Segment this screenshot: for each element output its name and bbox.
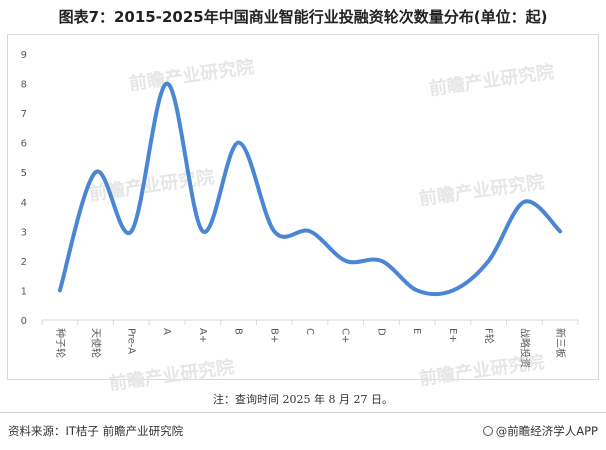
y-tick-label: 2	[21, 257, 27, 268]
y-tick-label: 4	[21, 198, 27, 209]
x-tick-label: 战略投资	[518, 328, 531, 368]
y-tick-label: 7	[21, 109, 27, 120]
watermark-text: 前瞻产业研究院	[428, 61, 556, 100]
x-tick-label: A+	[197, 328, 208, 343]
x-tick-label: F轮	[483, 328, 496, 344]
x-tick-label: 天使轮	[90, 328, 103, 358]
x-tick-label: 种子轮	[54, 328, 67, 358]
y-tick-label: 3	[21, 227, 27, 238]
x-tick-label: C+	[340, 328, 351, 343]
watermark-text: 前瞻产业研究院	[418, 171, 546, 210]
x-tick-label: B	[233, 328, 244, 335]
x-tick-label: Pre-A	[125, 328, 136, 354]
brand-text: @前瞻经济学人APP	[495, 424, 598, 438]
x-tick-label: C	[304, 328, 315, 335]
y-tick-label: 8	[21, 80, 27, 91]
x-tick-label: B+	[268, 328, 279, 343]
y-tick-label: 9	[21, 50, 27, 61]
watermark-text: 前瞻产业研究院	[128, 56, 256, 95]
x-tick-label: A	[161, 328, 172, 335]
x-tick-label: 新三板	[554, 328, 567, 358]
source-text: 资料来源：IT桔子 前瞻产业研究院	[8, 424, 184, 438]
x-axis-ticks: 种子轮 天使轮 Pre-A A A+ B B+ C C+ D E E+ F轮 战略投资 新三板	[54, 328, 567, 368]
brand-icon	[482, 426, 493, 436]
y-axis-ticks: 0 1 2 3 4 5 6 7 8 9	[21, 50, 27, 327]
y-tick-label: 0	[21, 316, 27, 327]
x-tick-label: E+	[447, 328, 458, 343]
brand-label: @前瞻经济学人APP	[482, 423, 598, 439]
series-line	[57, 81, 563, 297]
y-tick-label: 1	[21, 286, 27, 297]
axes	[41, 319, 579, 325]
y-tick-label: 6	[21, 139, 27, 150]
footer: 资料来源：IT桔子 前瞻产业研究院 @前瞻经济学人APP	[0, 412, 606, 450]
x-tick-label: E	[411, 328, 422, 334]
x-tick-label: D	[375, 328, 386, 336]
footnote: 注：查询时间 2025 年 8 月 27 日。	[213, 393, 393, 406]
y-tick-label: 5	[21, 168, 27, 179]
watermark-text: 前瞻产业研究院	[108, 356, 236, 395]
chart-area	[7, 34, 599, 380]
chart-title: 图表7：2015-2025年中国商业智能行业投融资轮次数量分布(单位：起)	[58, 8, 548, 26]
